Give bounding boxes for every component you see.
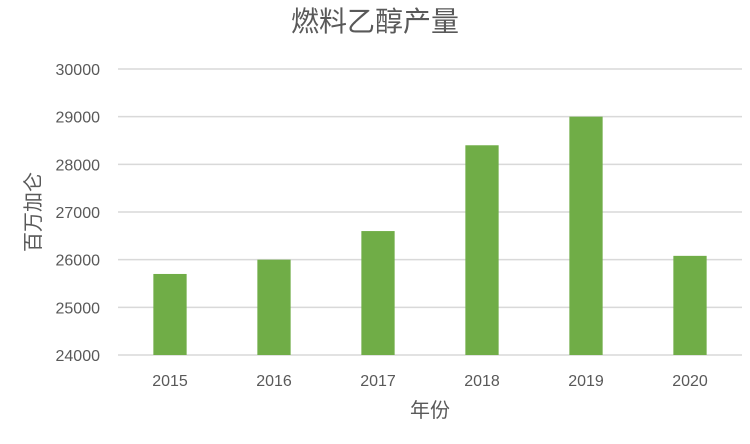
y-tick-label: 28000 <box>56 157 101 174</box>
x-tick-label: 2015 <box>152 373 188 390</box>
x-tick-label: 2016 <box>256 373 292 390</box>
y-tick-label: 30000 <box>56 62 101 79</box>
bar-2018 <box>465 145 499 355</box>
bars <box>153 116 707 356</box>
y-axis-label: 百万加仑 <box>21 172 45 252</box>
bar-2020 <box>673 255 707 355</box>
y-tick-label: 25000 <box>56 300 101 317</box>
y-axis-ticks: 24000 25000 26000 27000 28000 29000 30000 <box>56 62 101 365</box>
x-axis-ticks: 2015 2016 2017 2018 2019 2020 <box>152 373 708 390</box>
x-tick-label: 2019 <box>568 373 604 390</box>
y-tick-label: 29000 <box>56 110 101 127</box>
y-tick-label: 26000 <box>56 253 101 270</box>
bar-2019 <box>569 116 603 356</box>
y-tick-label: 27000 <box>56 205 101 222</box>
chart-title: 燃料乙醇产量 <box>291 5 459 38</box>
bar-2015 <box>153 273 187 355</box>
x-tick-label: 2017 <box>360 373 396 390</box>
bar-2017 <box>361 231 395 355</box>
y-tick-label: 24000 <box>56 348 101 365</box>
x-tick-label: 2020 <box>672 373 708 390</box>
x-axis-label: 年份 <box>410 398 450 422</box>
x-tick-label: 2018 <box>464 373 500 390</box>
gridlines <box>118 68 742 356</box>
bar-2016 <box>257 259 291 355</box>
